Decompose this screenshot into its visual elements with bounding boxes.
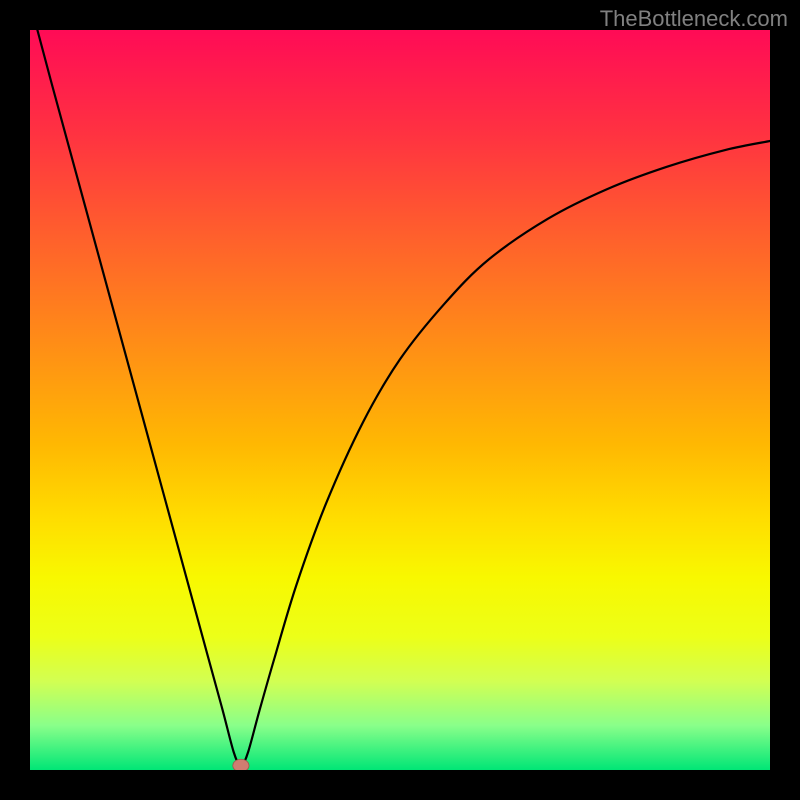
bottleneck-chart <box>0 0 800 800</box>
notch-marker <box>233 759 249 772</box>
chart-container: TheBottleneck.com <box>0 0 800 800</box>
watermark-text: TheBottleneck.com <box>600 6 788 32</box>
